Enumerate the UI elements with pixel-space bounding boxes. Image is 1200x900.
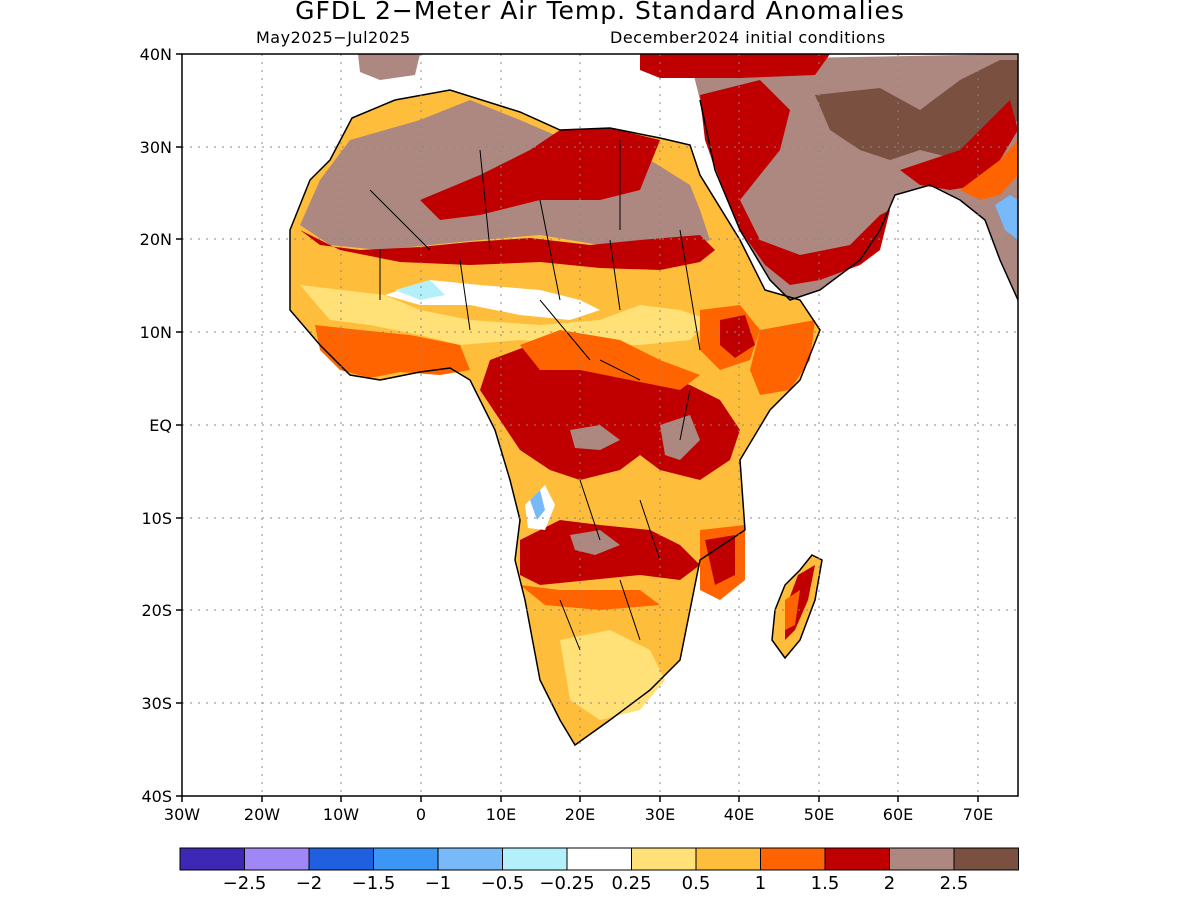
colorbar-swatch-11 bbox=[889, 847, 955, 871]
lon-label-20w: 20W bbox=[244, 805, 280, 824]
initial-conditions: December2024 initial conditions bbox=[610, 28, 886, 47]
colorbar-label-11: 2.5 bbox=[940, 873, 969, 894]
europe-east-strip bbox=[640, 54, 830, 78]
sahara-red-rim bbox=[420, 128, 660, 220]
mozambique-red bbox=[705, 535, 735, 585]
lon-label-20e: 20E bbox=[565, 805, 595, 824]
forecast-period: May2025−Jul2025 bbox=[256, 28, 411, 47]
lat-label-10s: 10S bbox=[141, 509, 172, 528]
lon-label-30e: 30E bbox=[645, 805, 675, 824]
colorbar-swatch-5 bbox=[502, 847, 568, 871]
central-africa-orange bbox=[520, 330, 700, 390]
lon-label-50e: 50E bbox=[804, 805, 834, 824]
angola-red-band bbox=[520, 520, 700, 585]
lon-axis: 30W 20W 10W 0 10E 20E 30E 40E 50E 60E 70… bbox=[164, 796, 993, 824]
europe-strip bbox=[358, 54, 420, 80]
ethiopia-red bbox=[720, 315, 755, 358]
lat-label-40n: 40N bbox=[140, 45, 172, 64]
lon-label-70e: 70E bbox=[963, 805, 993, 824]
india-red-band bbox=[900, 100, 1018, 190]
lon-label-10w: 10W bbox=[323, 805, 359, 824]
india-cold-patch bbox=[995, 195, 1018, 240]
colorbar-label-6: 0.25 bbox=[611, 873, 651, 894]
colorbar-swatch-0 bbox=[179, 847, 245, 871]
madagascar-orange bbox=[785, 590, 800, 630]
lat-axis: 40N 30N 20N 10N EQ 10S 20S 30S 40S bbox=[140, 45, 182, 806]
south-africa-yellow bbox=[560, 630, 665, 720]
somalia-orange bbox=[750, 320, 815, 395]
sahara-red-south bbox=[300, 230, 715, 270]
colorbar-label-3: −1 bbox=[425, 873, 452, 894]
lat-label-40s: 40S bbox=[141, 787, 172, 806]
africa-coastline bbox=[289, 89, 821, 747]
colorbar-label-10: 2 bbox=[884, 873, 895, 894]
lon-label-40e: 40E bbox=[724, 805, 754, 824]
angola-cold-patch bbox=[530, 490, 545, 520]
lat-label-30n: 30N bbox=[140, 138, 172, 157]
colorbar-swatch-7 bbox=[631, 847, 697, 871]
colorbar-label-8: 1 bbox=[755, 873, 766, 894]
west-africa-orange bbox=[315, 325, 470, 378]
colorbar-label-4: −0.5 bbox=[481, 873, 525, 894]
lat-label-eq: EQ bbox=[149, 416, 172, 435]
colorbar-swatch-12 bbox=[953, 847, 1019, 871]
colorbar-swatch-1 bbox=[244, 847, 310, 871]
lon-label-60e: 60E bbox=[883, 805, 913, 824]
lon-label-10e: 10E bbox=[486, 805, 516, 824]
lat-label-30s: 30S bbox=[141, 694, 172, 713]
asia-coastline bbox=[699, 99, 1018, 301]
colorbar-label-7: 0.5 bbox=[682, 873, 711, 894]
colorbar-label-2: −1.5 bbox=[352, 873, 396, 894]
colorbar-swatch-8 bbox=[695, 847, 761, 871]
iran-dark-brown bbox=[815, 60, 1018, 160]
colorbar-swatch-2 bbox=[308, 847, 374, 871]
namibia-orange-strip bbox=[520, 585, 660, 610]
arabia-red-rim bbox=[700, 80, 890, 285]
lon-label-30w: 30W bbox=[164, 805, 200, 824]
anomaly-field bbox=[290, 54, 1018, 745]
colorbar-swatch-4 bbox=[437, 847, 503, 871]
lat-label-20s: 20S bbox=[141, 601, 172, 620]
lat-label-20n: 20N bbox=[140, 230, 172, 249]
colorbar-swatch-9 bbox=[760, 847, 826, 871]
coastlines bbox=[289, 89, 1018, 747]
grid-lines bbox=[182, 54, 1018, 796]
sahel-cyan-patch bbox=[395, 280, 445, 300]
india-orange-band bbox=[960, 140, 1018, 200]
congo-brown-patch bbox=[570, 425, 620, 450]
colorbar-label-1: −2 bbox=[296, 873, 323, 894]
colorbar-label-0: −2.5 bbox=[223, 873, 267, 894]
colorbar-label-5: −0.25 bbox=[539, 873, 594, 894]
map-title: GFDL 2−Meter Air Temp. Standard Anomalie… bbox=[295, 0, 905, 25]
angola-brown-patch bbox=[570, 530, 620, 555]
lon-label-0: 0 bbox=[416, 805, 426, 824]
colorbar-swatch-3 bbox=[373, 847, 439, 871]
colorbar-label-9: 1.5 bbox=[811, 873, 840, 894]
colorbar: −2.5 −2 −1.5 −1 −0.5 −0.25 0.25 0.5 1 1.… bbox=[179, 847, 1019, 894]
sahel-yellow-band bbox=[300, 285, 710, 345]
madagascar-coastline bbox=[771, 554, 823, 660]
lat-label-10n: 10N bbox=[140, 323, 172, 342]
colorbar-swatch-6 bbox=[566, 847, 632, 871]
colorbar-swatch-10 bbox=[824, 847, 890, 871]
